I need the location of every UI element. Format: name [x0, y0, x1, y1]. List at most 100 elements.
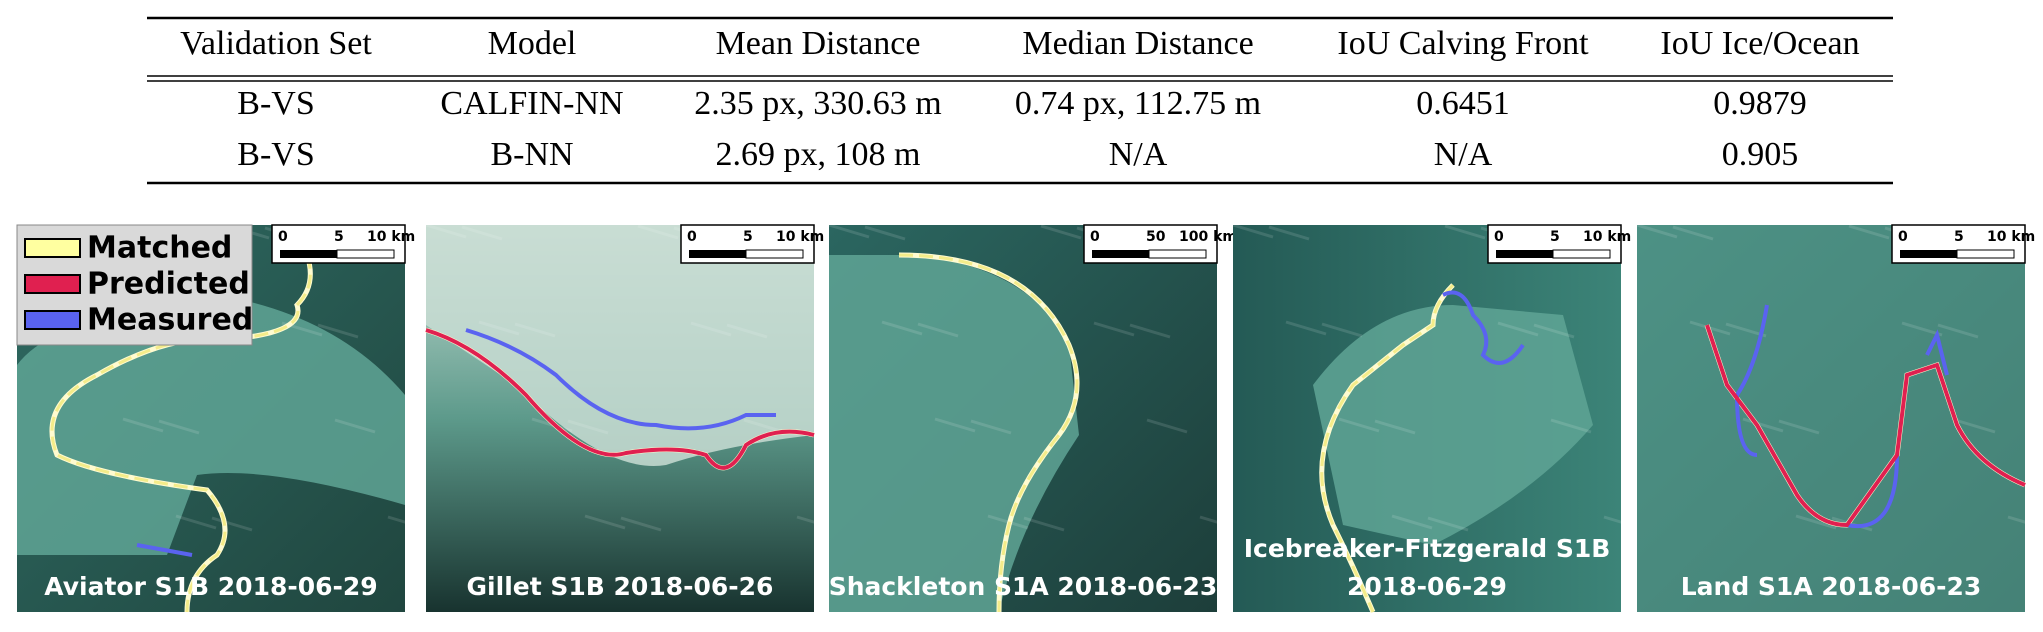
texture [970, 419, 1012, 435]
table-cell: 2.69 px, 108 m [716, 136, 921, 173]
header-cell: Mean Distance [716, 25, 921, 62]
texture [1023, 516, 1065, 532]
table-cell: CALFIN-NN [440, 85, 623, 122]
legend-label: Predicted [87, 267, 250, 302]
scale-white [745, 249, 804, 259]
table-cell: 2.35 px, 330.63 m [694, 85, 941, 122]
texture [1497, 321, 1539, 337]
texture [1901, 321, 1943, 337]
texture [1285, 320, 1327, 336]
texture [425, 223, 467, 239]
texture [1232, 223, 1274, 239]
texture [387, 515, 429, 531]
texture [514, 322, 556, 338]
panel-caption: Gillet S1B 2018-06-26 [467, 572, 774, 601]
texture [934, 417, 976, 433]
table-cell: 0.9879 [1713, 85, 1807, 122]
texture [1672, 225, 1714, 241]
ice-region [1637, 225, 2025, 612]
predicted-front [1705, 324, 2026, 528]
texture [637, 224, 679, 240]
panel-caption: Icebreaker-Fitzgerald S1B [1244, 534, 1611, 563]
ice-region [17, 295, 405, 555]
texture [478, 320, 520, 336]
image-panel: 0 5 10 km Gillet S1B 2018-06-26 [425, 223, 838, 612]
texture [1427, 516, 1469, 532]
scale-white [1956, 249, 2015, 259]
texture [726, 323, 768, 339]
panel-caption: 2018-06-29 [1347, 572, 1507, 601]
texture [1129, 323, 1171, 339]
legend-label: Measured [87, 303, 253, 338]
table-cell: B-NN [490, 136, 573, 173]
texture [1937, 323, 1979, 339]
scale-label: 50 [1146, 229, 1166, 245]
texture [1338, 417, 1380, 433]
scale-white [1148, 249, 1207, 259]
texture [122, 417, 164, 433]
texture [1321, 322, 1363, 338]
table-cell: N/A [1109, 136, 1168, 173]
scale-label: 5 [743, 229, 753, 245]
table-cell: 0.6451 [1416, 85, 1510, 122]
texture [1550, 418, 1592, 434]
legend-swatch [24, 238, 81, 258]
texture [690, 321, 732, 337]
matched-front-inner [898, 253, 1079, 613]
texture [2007, 515, 2043, 530]
table-cell: 0.905 [1722, 136, 1799, 173]
ice-region [426, 225, 814, 466]
table-cell: N/A [1434, 136, 1493, 173]
ice-region [829, 255, 1079, 612]
ice-region [1313, 305, 1593, 545]
header-cell: IoU Calving Front [1337, 25, 1589, 62]
header-cell: IoU Ice/Ocean [1660, 25, 1859, 62]
texture [1268, 225, 1310, 241]
scale-black [280, 250, 337, 258]
header-cell: Median Distance [1022, 25, 1253, 62]
scale-label: 5 [1954, 229, 1964, 245]
texture [1795, 514, 1837, 530]
texture [1040, 224, 1082, 240]
scale-label: 0 [278, 229, 288, 245]
scale-bar: 0 5 10 km [1487, 224, 1631, 264]
texture [743, 418, 785, 434]
scale-label: 10 km [776, 229, 824, 245]
scale-label: 5 [334, 229, 344, 245]
table-cell: B-VS [237, 136, 314, 173]
texture [1374, 419, 1416, 435]
texture [461, 225, 503, 241]
matched-front-inner [1320, 283, 1455, 613]
scale-label: 10 km [1583, 229, 1631, 245]
scale-black [1900, 250, 1957, 258]
legend-swatch [24, 310, 81, 330]
texture [1444, 224, 1486, 240]
panel-caption: Aviator S1B 2018-06-29 [44, 572, 377, 601]
scale-white [1552, 249, 1611, 259]
scale-bar: 0 5 10 km [271, 224, 415, 264]
scale-black [689, 250, 746, 258]
scale-black [1092, 250, 1149, 258]
scale-label: 10 km [1987, 229, 2035, 245]
scale-label: 0 [1090, 229, 1100, 245]
texture [567, 419, 609, 435]
header-cell: Model [488, 25, 577, 62]
image-panel: 0 5 10 km Icebreaker-Fitzgerald S1B 2018-06-… [1232, 223, 1645, 613]
measured-front [1734, 304, 1949, 529]
scale-label: 100 km [1179, 229, 1237, 245]
image-panel: 0 5 10 km Land S1A 2018-06-23 [1636, 223, 2043, 612]
texture [864, 225, 906, 241]
table-cell: B-VS [237, 85, 314, 122]
texture [1778, 419, 1820, 435]
scale-label: 5 [1550, 229, 1560, 245]
header-cell: Validation Set [180, 25, 372, 62]
table-cell: 0.74 px, 112.75 m [1015, 85, 1261, 122]
texture [828, 223, 870, 239]
scale-bar: 0 5 10 km [680, 224, 824, 264]
texture [881, 320, 923, 336]
image-panel: 0 5 10 km Aviator S1B 2018-06-29 MatchedPred… [16, 223, 429, 613]
legend-label: Matched [87, 231, 232, 266]
texture [334, 418, 376, 434]
